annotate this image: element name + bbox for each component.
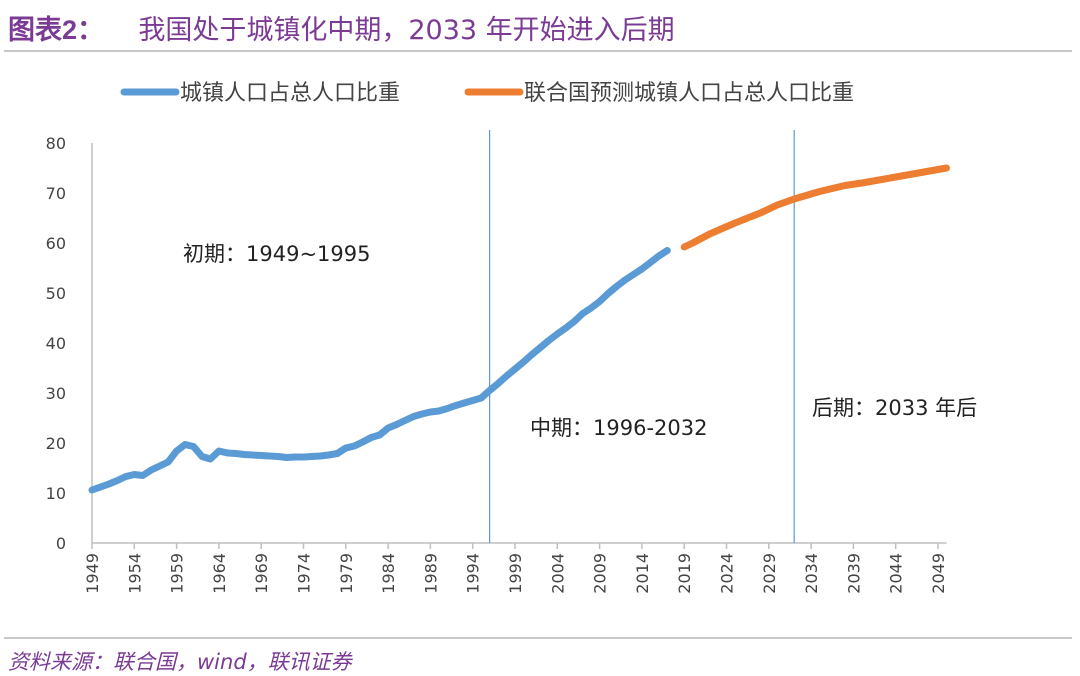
x-tick-label: 2039: [844, 553, 863, 594]
x-tick-label: 1949: [83, 553, 102, 594]
x-tick-label: 1999: [506, 553, 525, 594]
y-tick-label: 20: [46, 434, 66, 453]
y-tick-label: 60: [46, 234, 66, 253]
y-tick-label: 50: [46, 284, 66, 303]
x-tick-label: 2049: [929, 553, 948, 594]
annotation-middle: 中期：1996-2032: [530, 416, 707, 440]
y-tick-label: 30: [46, 384, 66, 403]
x-tick-label: 2044: [887, 553, 906, 594]
x-tick-label: 1959: [168, 553, 187, 594]
x-tick-label: 1964: [210, 553, 229, 594]
x-tick-label: 1989: [421, 553, 440, 594]
x-tick-label: 2029: [760, 553, 779, 594]
x-tick-label: 1969: [252, 553, 271, 594]
x-tick-label: 2034: [802, 553, 821, 594]
x-tick-label: 1974: [295, 553, 314, 594]
y-tick-label: 70: [46, 184, 66, 203]
forecast-series-line: [680, 164, 950, 251]
title-divider: [4, 50, 1072, 52]
source-note: 资料来源：联合国，wind，联讯证券: [8, 650, 352, 674]
x-tick-label: 1954: [125, 553, 144, 594]
annotation-early: 初期：1949~1995: [183, 242, 370, 266]
x-tick-label: 2009: [591, 553, 610, 594]
legend: 城镇人口占总人口比重 联合国预测城镇人口占总人口比重: [120, 81, 854, 106]
y-tick-label: 0: [56, 534, 66, 553]
annotation-late: 后期：2033 年后: [812, 396, 977, 420]
footer-divider: [4, 637, 1072, 639]
figure-title: 图表2： 我国处于城镇化中期，2033 年开始进入后期: [8, 15, 675, 46]
y-tick-label: 80: [46, 134, 66, 153]
legend-label-forecast: 联合国预测城镇人口占总人口比重: [524, 81, 854, 106]
y-tick-label: 10: [46, 484, 66, 503]
x-tick-label: 1994: [464, 553, 483, 594]
x-tick-label: 2019: [675, 553, 694, 594]
x-tick-label: 2024: [718, 553, 737, 594]
x-tick-label: 2014: [633, 553, 652, 594]
x-tick-label: 1979: [337, 553, 356, 594]
y-tick-label: 40: [46, 334, 66, 353]
actual-series-line: [88, 247, 671, 494]
x-tick-label: 2004: [548, 553, 567, 594]
legend-label-actual: 城镇人口占总人口比重: [180, 81, 400, 106]
x-tick-label: 1984: [379, 553, 398, 594]
